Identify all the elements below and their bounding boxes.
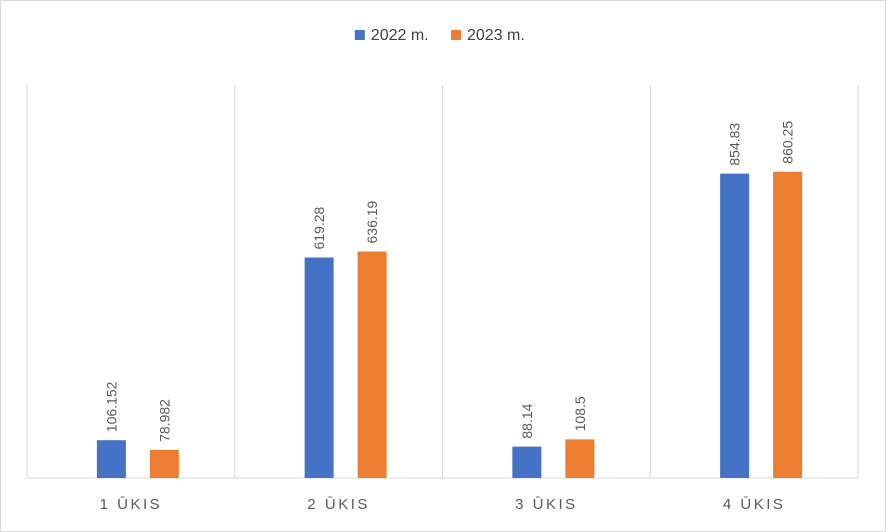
data-label: 106.152 bbox=[103, 381, 119, 432]
legend-label: 2023 m. bbox=[467, 27, 525, 44]
legend-swatch bbox=[451, 30, 461, 40]
bar-series-2 bbox=[565, 439, 595, 478]
bar-series-1 bbox=[512, 446, 542, 478]
data-label: 854.83 bbox=[727, 123, 743, 166]
data-label: 619.28 bbox=[311, 206, 327, 249]
x-tick-label: 4 ŪKIS bbox=[723, 496, 786, 513]
data-label: 108.5 bbox=[572, 396, 588, 431]
bar-series-1 bbox=[96, 440, 126, 478]
bar-series-2 bbox=[773, 171, 803, 478]
bar-series-1 bbox=[720, 173, 750, 479]
data-label: 636.19 bbox=[364, 200, 380, 243]
legend-label: 2022 m. bbox=[371, 27, 429, 44]
data-label: 88.14 bbox=[519, 403, 535, 438]
legend-swatch bbox=[354, 30, 365, 40]
data-label: 860.25 bbox=[780, 121, 796, 164]
bar-series-2 bbox=[149, 449, 179, 478]
x-tick-label: 2 ŪKIS bbox=[307, 496, 370, 513]
data-label: 78.982 bbox=[156, 399, 172, 442]
bar-series-2 bbox=[357, 251, 387, 478]
x-tick-label: 3 ŪKIS bbox=[515, 496, 578, 513]
x-tick-label: 1 ŪKIS bbox=[100, 496, 163, 513]
bar-series-1 bbox=[304, 257, 334, 478]
